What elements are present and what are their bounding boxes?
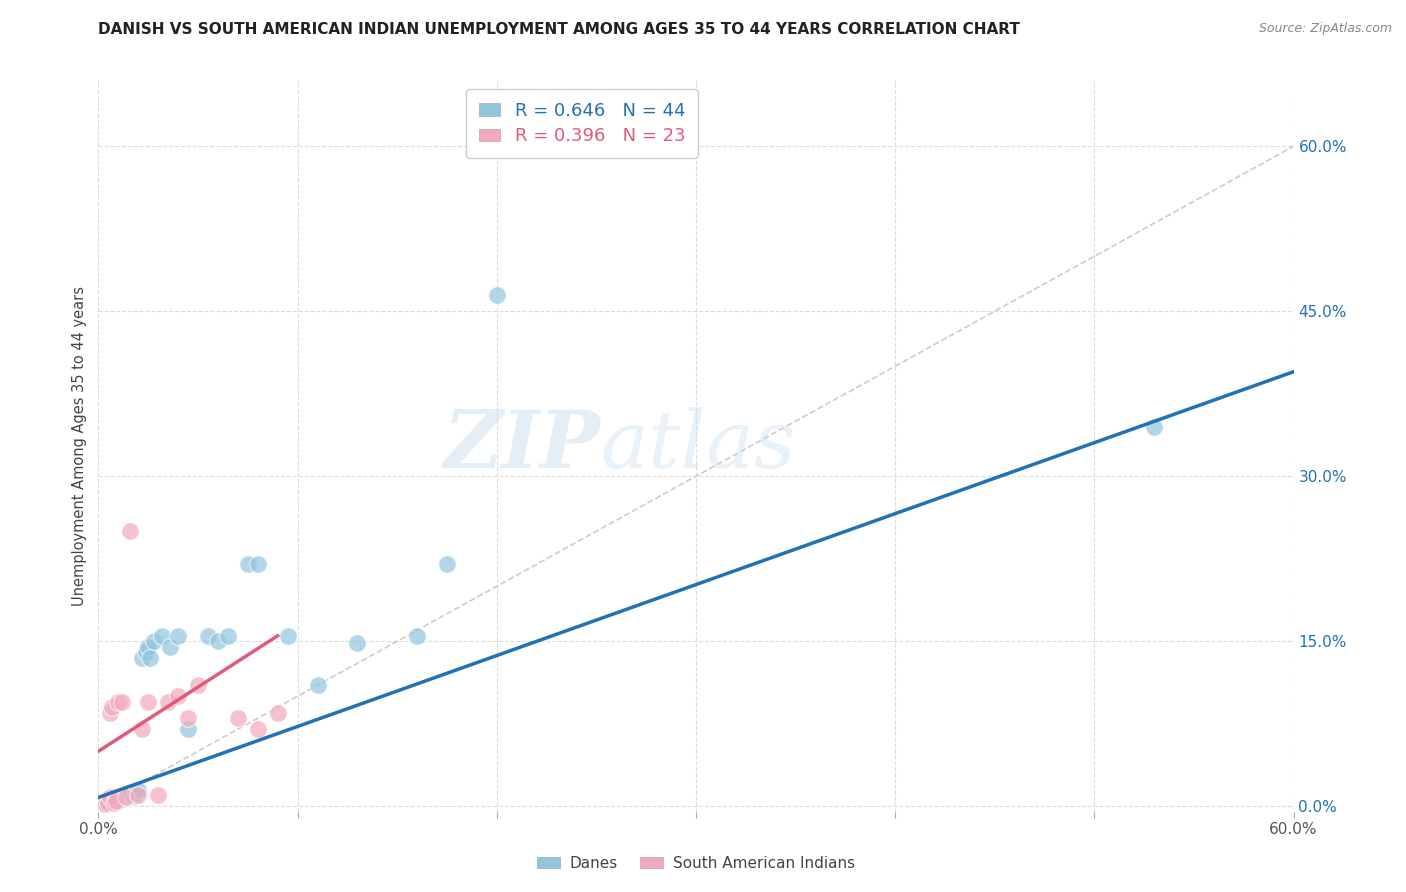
Point: [105, 794, 128, 808]
Point: [107, 695, 129, 709]
Point: [148, 789, 170, 803]
Point: [177, 711, 200, 725]
Point: [197, 629, 219, 643]
Text: DANISH VS SOUTH AMERICAN INDIAN UNEMPLOYMENT AMONG AGES 35 TO 44 YEARS CORRELATI: DANISH VS SOUTH AMERICAN INDIAN UNEMPLOY…: [98, 22, 1021, 37]
Point: [101, 794, 124, 808]
Point: [307, 678, 329, 692]
Point: [98, 706, 122, 720]
Point: [98, 790, 122, 805]
Text: Source: ZipAtlas.com: Source: ZipAtlas.com: [1258, 22, 1392, 36]
Point: [97, 795, 120, 809]
Point: [103, 795, 125, 809]
Point: [159, 640, 181, 654]
Point: [105, 794, 128, 808]
Point: [127, 789, 149, 803]
Point: [136, 640, 159, 654]
Point: [107, 790, 129, 805]
Point: [111, 695, 134, 709]
Point: [436, 558, 458, 572]
Point: [103, 792, 125, 806]
Point: [187, 678, 209, 692]
Point: [101, 796, 124, 810]
Text: ZIP: ZIP: [443, 408, 600, 484]
Point: [101, 700, 124, 714]
Point: [167, 690, 190, 704]
Point: [111, 791, 134, 805]
Legend: Danes, South American Indians: Danes, South American Indians: [531, 850, 860, 877]
Point: [236, 558, 259, 572]
Point: [167, 629, 190, 643]
Point: [246, 558, 269, 572]
Point: [111, 790, 134, 805]
Point: [97, 794, 120, 808]
Text: atlas: atlas: [600, 408, 796, 484]
Point: [127, 782, 149, 797]
Y-axis label: Unemployment Among Ages 35 to 44 years: Unemployment Among Ages 35 to 44 years: [72, 286, 87, 606]
Point: [207, 634, 229, 648]
Point: [226, 711, 249, 725]
Point: [96, 797, 118, 811]
Point: [103, 796, 125, 810]
Point: [120, 524, 142, 539]
Point: [277, 629, 299, 643]
Point: [93, 796, 115, 810]
Point: [135, 645, 157, 659]
Point: [346, 636, 368, 650]
Point: [107, 792, 129, 806]
Point: [125, 786, 148, 800]
Point: [98, 795, 122, 809]
Point: [91, 797, 114, 811]
Point: [120, 789, 142, 803]
Point: [105, 791, 128, 805]
Point: [93, 797, 115, 811]
Point: [150, 629, 173, 643]
Point: [157, 695, 180, 709]
Point: [124, 789, 146, 804]
Point: [112, 789, 135, 804]
Point: [406, 629, 429, 643]
Point: [131, 723, 153, 737]
Point: [267, 706, 290, 720]
Point: [139, 650, 162, 665]
Point: [143, 634, 166, 648]
Point: [485, 287, 508, 301]
Point: [97, 796, 120, 810]
Point: [136, 695, 159, 709]
Point: [246, 723, 269, 737]
Point: [110, 792, 132, 806]
Point: [96, 796, 118, 810]
Point: [217, 629, 239, 643]
Point: [1143, 419, 1166, 434]
Point: [115, 790, 138, 805]
Point: [117, 790, 139, 805]
Point: [131, 650, 153, 665]
Point: [177, 723, 200, 737]
